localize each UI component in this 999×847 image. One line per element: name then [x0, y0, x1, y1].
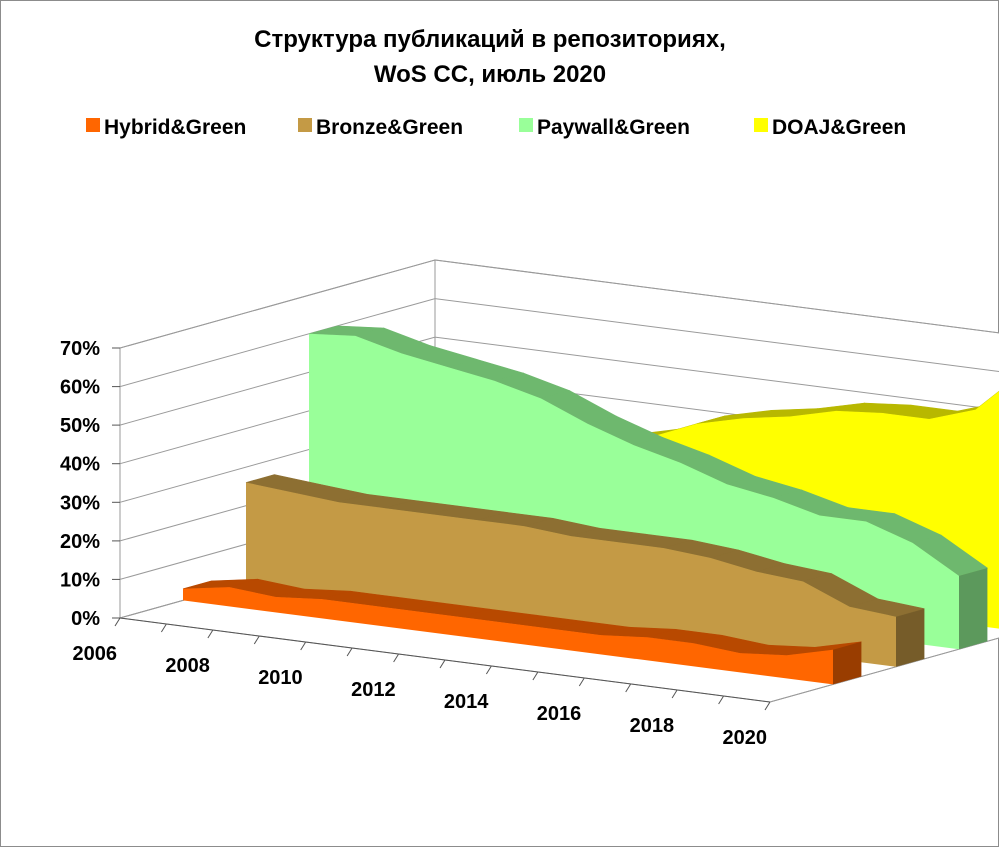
series-end-paywall-green [959, 568, 988, 650]
x-tick-mark [346, 647, 353, 657]
x-tick-mark [625, 683, 632, 693]
legend-swatch [754, 118, 768, 132]
x-tick-label: 2010 [258, 667, 303, 689]
x-tick-label: 2020 [723, 727, 768, 749]
series-hybrid-green [182, 578, 862, 685]
axis-labels: 0% 10% 20% 30% 40% 50% 60% 70% 2006 2008 2010 2012 2… [60, 338, 767, 749]
legend-label: Bronze&Green [316, 116, 463, 139]
floor-edge [769, 637, 999, 703]
series-face-bronze-green [246, 482, 896, 667]
x-tick-mark [253, 635, 260, 645]
x-tick-mark [578, 677, 585, 687]
legend-item-hybrid-green: Hybrid&Green [86, 116, 246, 139]
x-tick-label: 2018 [630, 715, 675, 737]
x-tick-mark [718, 695, 725, 705]
x-tick-label: 2012 [351, 679, 396, 701]
series-bronze-green [245, 474, 925, 667]
x-tick-mark [532, 671, 539, 681]
x-tick-mark [300, 641, 307, 651]
x-tick-mark [114, 617, 121, 627]
y-tick-label: 30% [60, 492, 100, 514]
y-tick-label: 70% [60, 338, 100, 360]
y-tick-label: 20% [60, 531, 100, 553]
legend-label: DOAJ&Green [772, 116, 906, 139]
y-tick-label: 10% [60, 569, 100, 591]
series-layer [182, 325, 999, 685]
chart-title: Структура публикаций в репозиториях, [254, 26, 726, 53]
x-tick-mark [207, 629, 214, 639]
x-tick-label: 2008 [165, 655, 210, 677]
legend-item-doaj-green: DOAJ&Green [754, 116, 906, 139]
x-tick-label: 2016 [537, 703, 582, 725]
legend-swatch [86, 118, 100, 132]
legend-item-paywall-green: Paywall&Green [519, 116, 690, 139]
gridline [119, 298, 999, 388]
y-tick-label: 40% [60, 454, 100, 476]
x-tick-mark [485, 665, 492, 675]
legend: Hybrid&Green Bronze&Green Paywall&Green DOA… [86, 116, 906, 139]
legend-item-bronze-green: Bronze&Green [298, 116, 463, 139]
chart-subtitle: WoS CC, июль 2020 [374, 61, 606, 88]
x-tick-mark [764, 701, 771, 711]
x-tick-label: 2006 [73, 643, 118, 665]
legend-label: Hybrid&Green [104, 116, 246, 139]
x-tick-mark [439, 659, 446, 669]
x-tick-mark [671, 689, 678, 699]
series-end-hybrid-green [833, 641, 862, 685]
y-tick-label: 0% [71, 608, 100, 630]
x-tick-label: 2014 [444, 691, 489, 713]
gridline [119, 336, 999, 426]
y-tick-label: 60% [60, 377, 100, 399]
legend-swatch [519, 118, 533, 132]
legend-swatch [298, 118, 312, 132]
x-tick-mark [160, 623, 167, 633]
x-tick-mark [393, 653, 400, 663]
series-face-hybrid-green [183, 587, 833, 685]
legend-label: Paywall&Green [537, 116, 690, 139]
y-tick-label: 50% [60, 415, 100, 437]
gridline [119, 259, 999, 349]
series-end-bronze-green [896, 608, 925, 667]
